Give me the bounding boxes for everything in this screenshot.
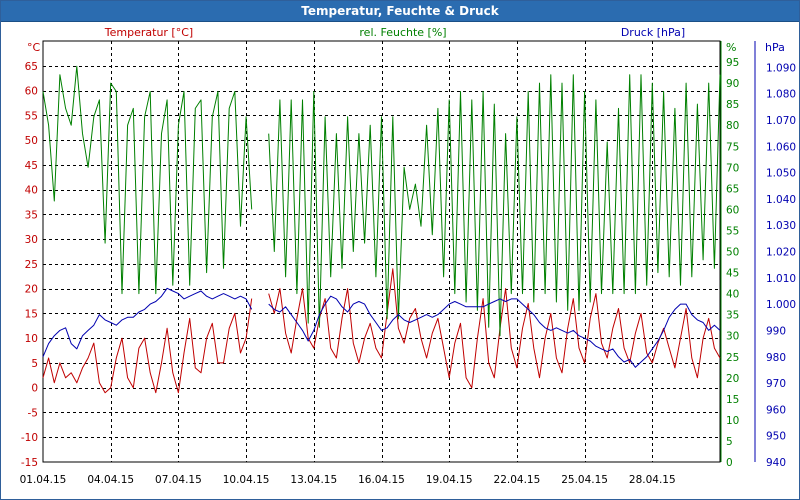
- pressure-axis-title: Druck [hPa]: [621, 26, 685, 39]
- plot-area: [42, 40, 721, 463]
- humidity-tick-label: 5: [726, 436, 733, 448]
- x-tick-label: 07.04.15: [155, 474, 202, 486]
- pressure-unit-label: hPa: [765, 41, 785, 54]
- pressure-tick-label: 1.030: [766, 220, 796, 232]
- temperature-tick-label: 50: [25, 135, 38, 147]
- pressure-tick-label: 940: [766, 457, 786, 469]
- temperature-tick-label: 0: [31, 383, 38, 395]
- pressure-tick-label: 1.000: [766, 299, 796, 311]
- x-tick-label: 28.04.15: [629, 474, 676, 486]
- pressure-tick-label: 960: [766, 404, 786, 416]
- temperature-tick-label: 20: [25, 284, 38, 296]
- humidity-unit-label: %: [726, 41, 736, 54]
- humidity-tick-label: 85: [726, 99, 739, 111]
- temperature-tick-label: 5: [31, 358, 38, 370]
- humidity-tick-label: 55: [726, 225, 739, 237]
- temperature-axis-title: Temperatur [°C]: [104, 26, 193, 39]
- pressure-tick-label: 1.040: [766, 194, 796, 206]
- temperature-tick-label: 40: [25, 185, 38, 197]
- pressure-tick-label: 1.050: [766, 168, 796, 180]
- humidity-tick-label: 80: [726, 120, 739, 132]
- x-tick-label: 04.04.15: [87, 474, 134, 486]
- pressure-tick-label: 1.080: [766, 89, 796, 101]
- series-line: [42, 65, 253, 295]
- pressure-tick-label: 1.090: [766, 62, 796, 74]
- temperature-tick-label: 35: [25, 209, 38, 221]
- temperature-tick-label: 65: [25, 61, 38, 73]
- x-tick-label: 25.04.15: [561, 474, 608, 486]
- x-tick-label: 19.04.15: [426, 474, 473, 486]
- humidity-tick-label: 50: [726, 247, 739, 259]
- temperature-tick-label: 45: [25, 160, 38, 172]
- pressure-tick-label: 990: [766, 325, 786, 337]
- pressure-tick-label: 1.010: [766, 273, 796, 285]
- temperature-unit-label: °C: [27, 41, 41, 54]
- humidity-tick-label: 65: [726, 183, 739, 195]
- x-tick-label: 22.04.15: [494, 474, 541, 486]
- temperature-tick-label: 15: [25, 308, 38, 320]
- humidity-tick-label: 35: [726, 310, 739, 322]
- x-tick-label: 16.04.15: [358, 474, 405, 486]
- temperature-tick-label: -10: [21, 432, 38, 444]
- title-bar: Temperatur, Feuchte & Druck: [1, 1, 799, 22]
- pressure-tick-label: 950: [766, 431, 786, 443]
- window-title: Temperatur, Feuchte & Druck: [301, 4, 499, 18]
- pressure-tick-label: 1.070: [766, 115, 796, 127]
- pressure-tick-label: 1.060: [766, 141, 796, 153]
- temperature-tick-label: 30: [25, 234, 38, 246]
- humidity-tick-label: 25: [726, 352, 739, 364]
- temperature-tick-label: -5: [28, 407, 38, 419]
- weather-chart: -15 -10 -5 0 5 10 15 20 25 30 35 40 45 50 55 60 65 °C 0 5 10…: [20, 26, 796, 486]
- x-tick-label: 10.04.15: [223, 474, 270, 486]
- humidity-tick-label: 40: [726, 289, 739, 301]
- pressure-tick-label: 1.020: [766, 247, 796, 259]
- humidity-tick-label: 75: [726, 141, 739, 153]
- temperature-tick-label: 60: [25, 86, 38, 98]
- series-line: [42, 287, 253, 357]
- humidity-tick-label: 20: [726, 373, 739, 385]
- humidity-tick-label: 45: [726, 268, 739, 280]
- series-line: [268, 74, 721, 337]
- series-line: [268, 295, 721, 368]
- humidity-tick-label: 90: [726, 78, 739, 90]
- temperature-tick-label: 10: [25, 333, 38, 345]
- humidity-axis-title: rel. Feuchte [%]: [359, 26, 446, 39]
- series-line: [42, 298, 253, 394]
- humidity-tick-label: 30: [726, 331, 739, 343]
- pressure-tick-label: 980: [766, 352, 786, 364]
- humidity-tick-label: 70: [726, 162, 739, 174]
- temperature-tick-label: -15: [21, 457, 38, 469]
- humidity-tick-label: 10: [726, 415, 739, 427]
- temperature-tick-label: 55: [25, 110, 38, 122]
- x-tick-label: 13.04.15: [290, 474, 337, 486]
- humidity-tick-label: 15: [726, 394, 739, 406]
- pressure-tick-label: 970: [766, 378, 786, 390]
- x-tick-label: 01.04.15: [20, 474, 67, 486]
- humidity-tick-label: 95: [726, 57, 739, 69]
- humidity-tick-label: 60: [726, 204, 739, 216]
- humidity-tick-label: 0: [726, 457, 733, 469]
- temperature-tick-label: 25: [25, 259, 38, 271]
